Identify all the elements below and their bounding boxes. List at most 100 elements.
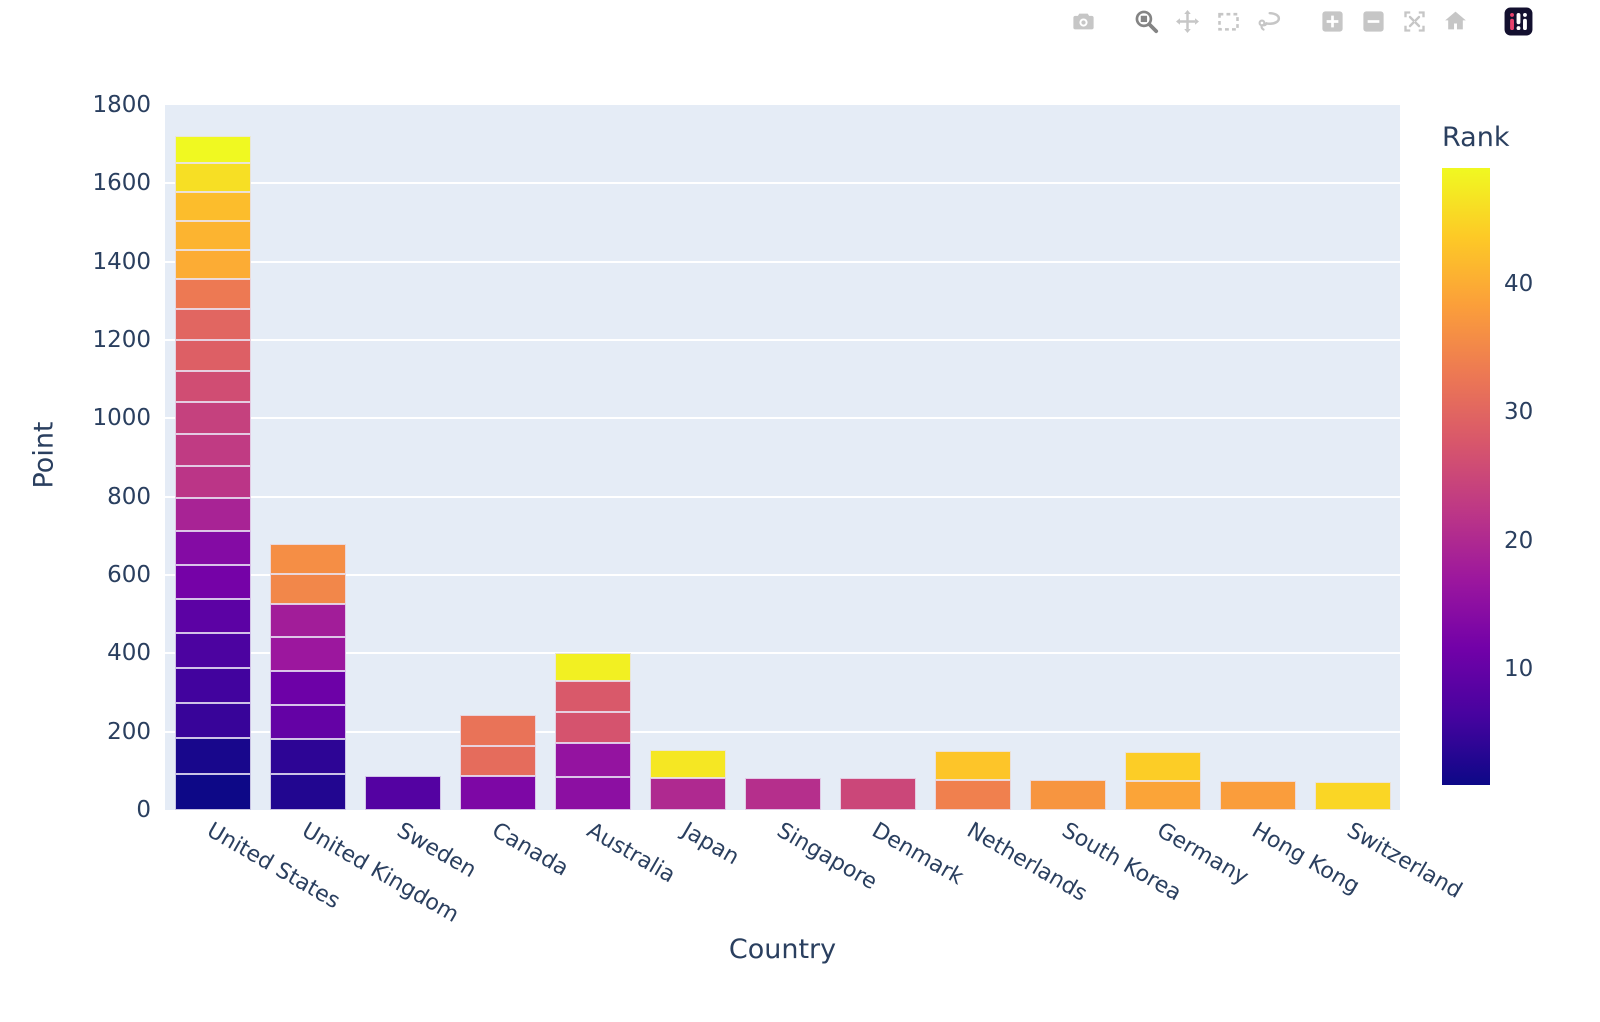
bar-segment — [934, 751, 1011, 780]
home-icon[interactable] — [1439, 5, 1471, 37]
bar-segment — [174, 249, 251, 279]
y-tick-label: 1000 — [92, 405, 151, 432]
bar-segment — [174, 498, 251, 532]
bar-segment — [269, 637, 346, 671]
bar-segment — [174, 163, 251, 192]
bar-segment — [174, 773, 251, 810]
lasso-icon[interactable] — [1253, 5, 1285, 37]
bar-segment — [269, 704, 346, 740]
colorbar-tick-label: 10 — [1504, 656, 1534, 683]
gridline — [165, 339, 1400, 341]
bar-segment — [459, 715, 536, 746]
bar-segment — [934, 779, 1011, 810]
gridline — [165, 182, 1400, 185]
gridline — [165, 495, 1400, 498]
modebar-group — [1121, 5, 1285, 37]
x-tick-label: United Kingdom — [297, 818, 463, 928]
modebar-group — [1493, 5, 1534, 37]
bar-segment — [174, 564, 251, 599]
bar-segment — [1029, 780, 1106, 810]
plot-area[interactable] — [165, 105, 1400, 810]
y-tick-label: 1400 — [92, 248, 151, 275]
bar-segment — [174, 531, 251, 565]
gridline — [165, 260, 1400, 263]
y-tick-label: 400 — [107, 640, 151, 667]
bar-segment — [174, 598, 251, 634]
colorbar-gradient — [1442, 168, 1490, 785]
y-tick-label: 1800 — [92, 92, 151, 118]
bar-segment — [174, 339, 251, 371]
bar-segment — [459, 745, 536, 777]
bar-segment — [174, 370, 251, 403]
colorbar-tick-label: 20 — [1504, 527, 1534, 554]
colorbar-tick-label: 30 — [1504, 399, 1534, 426]
bar-segment — [554, 776, 631, 810]
box-select-icon[interactable] — [1212, 5, 1244, 37]
bar-segment — [554, 680, 631, 713]
plotly-logo-icon[interactable] — [1502, 5, 1534, 37]
gridline — [165, 574, 1400, 576]
bar-segment — [364, 775, 441, 810]
y-tick-label: 1600 — [92, 170, 151, 197]
y-tick-label: 0 — [136, 797, 151, 823]
x-tick-label: Singapore — [772, 818, 881, 896]
bar-segment — [649, 749, 726, 778]
x-tick-label: Hong Kong — [1247, 818, 1364, 900]
pan-icon[interactable] — [1171, 5, 1203, 37]
bar-segment — [174, 135, 251, 164]
bar-segment — [174, 668, 251, 704]
bar-segment — [1124, 752, 1201, 781]
bar-segment — [174, 402, 251, 434]
x-tick-label: Australia — [582, 818, 679, 889]
y-tick-label: 800 — [107, 483, 151, 510]
colorbar-tick-label: 40 — [1504, 270, 1534, 297]
modebar-group — [1058, 5, 1099, 37]
bar-segment — [269, 604, 346, 638]
bar-segment — [269, 574, 346, 605]
bar-segment — [174, 278, 251, 309]
x-axis-title: Country — [728, 934, 837, 965]
bar-segment — [459, 776, 536, 810]
bar-segment — [1219, 780, 1296, 810]
y-tick-label: 200 — [107, 718, 151, 745]
zoom-icon[interactable] — [1130, 5, 1162, 37]
bar-segment — [554, 743, 631, 777]
modebar-group — [1307, 5, 1471, 37]
y-tick-label: 600 — [107, 562, 151, 588]
modebar — [1036, 5, 1534, 37]
bar-segment — [554, 712, 631, 744]
camera-icon[interactable] — [1067, 5, 1099, 37]
zoom-out-icon[interactable] — [1357, 5, 1389, 37]
y-axis-title: Point — [28, 421, 60, 489]
bar-segment — [1314, 781, 1391, 810]
gridline — [165, 652, 1400, 655]
bar-segment — [744, 777, 821, 810]
gridline — [165, 730, 1400, 733]
bar-segment — [269, 739, 346, 775]
bar-segment — [269, 544, 346, 575]
x-tick-label: Canada — [487, 818, 573, 882]
bar-segment — [649, 777, 726, 810]
y-tick-label: 1200 — [92, 327, 151, 353]
bar-segment — [174, 308, 251, 340]
bar-segment — [174, 191, 251, 221]
bar-segment — [1124, 780, 1201, 810]
bar-segment — [174, 703, 251, 739]
bar-segment — [174, 738, 251, 774]
gridline — [165, 417, 1400, 420]
bar-segment — [174, 220, 251, 250]
bar-segment — [269, 774, 346, 810]
colorbar-title: Rank — [1442, 122, 1510, 153]
bar-segment — [174, 466, 251, 499]
bar-segment — [839, 778, 916, 810]
zoom-in-icon[interactable] — [1316, 5, 1348, 37]
autoscale-icon[interactable] — [1398, 5, 1430, 37]
x-tick-label: Switzerland — [1342, 818, 1466, 904]
bar-segment — [174, 633, 251, 669]
bar-segment — [174, 434, 251, 467]
x-tick-label: Denmark — [867, 818, 968, 891]
bar-segment — [269, 670, 346, 705]
x-tick-label: Japan — [677, 818, 743, 871]
bar-segment — [554, 652, 631, 681]
